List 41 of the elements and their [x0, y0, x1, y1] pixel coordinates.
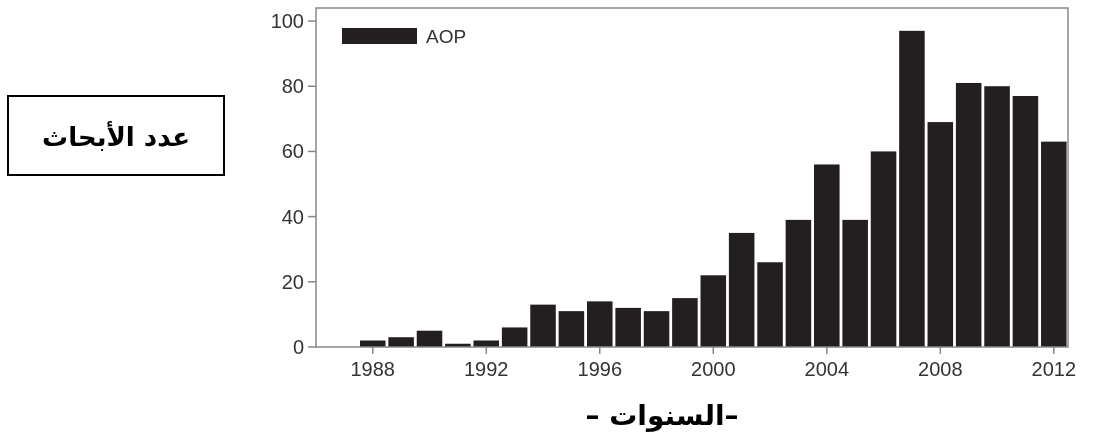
- bar: [587, 301, 613, 347]
- bar: [672, 298, 698, 347]
- bar: [473, 340, 500, 347]
- bar: [870, 151, 897, 347]
- x-tick-label: 2000: [691, 358, 736, 380]
- bar: [927, 122, 954, 347]
- bar: [615, 307, 641, 347]
- y-tick-label: 0: [292, 336, 304, 358]
- bar: [728, 232, 755, 347]
- legend-label: AOP: [426, 26, 467, 47]
- bar: [984, 86, 1010, 347]
- y-tick-label: 100: [270, 10, 304, 33]
- x-tick-label: 1988: [350, 358, 395, 380]
- bar: [643, 311, 670, 347]
- y-tick-label: 80: [281, 75, 304, 98]
- bar: [359, 340, 386, 347]
- x-tick-label: 1996: [577, 358, 623, 380]
- bar: [388, 337, 414, 347]
- bar: [899, 30, 925, 347]
- y-axis-title: عدد الأبحاث: [42, 121, 190, 152]
- y-tick-label: 60: [281, 140, 304, 163]
- x-axis-title: –السنوات –: [585, 399, 739, 432]
- x-tick-label: 1992: [464, 358, 509, 380]
- bar: [842, 219, 868, 347]
- bar: [416, 330, 443, 347]
- x-tick-label: 2008: [918, 358, 963, 380]
- bar: [530, 304, 556, 347]
- bar: [1041, 141, 1067, 347]
- x-tick-label: 2004: [804, 358, 850, 380]
- bar: [757, 262, 783, 347]
- bar: [814, 164, 840, 347]
- bar: [785, 219, 812, 347]
- bar: [955, 82, 982, 347]
- legend: AOP: [342, 26, 467, 47]
- bar: [558, 311, 585, 347]
- y-tick-label: 20: [281, 270, 304, 293]
- bar: [700, 275, 727, 347]
- bar: [501, 327, 528, 347]
- bar: [1012, 96, 1039, 347]
- x-tick-label: 2012: [1031, 358, 1077, 380]
- y-tick-label: 40: [281, 205, 304, 228]
